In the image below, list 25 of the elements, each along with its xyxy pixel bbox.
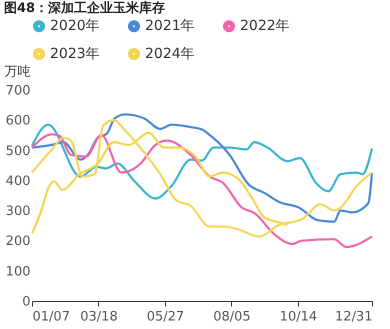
x-tick-label: 10/14 <box>280 310 318 324</box>
chart-title: 图48：深加工企业玉米库存 <box>4 0 166 16</box>
y-tick-label: 0 <box>22 294 30 310</box>
y-axis-title: 万吨 <box>4 64 30 80</box>
y-tick-label: 700 <box>6 84 30 98</box>
x-tick-label: 03/18 <box>80 310 118 324</box>
y-tick-label: 600 <box>6 114 30 129</box>
y-tick-label: 100 <box>6 264 30 280</box>
line-series <box>30 133 374 248</box>
legend-label: 2023年 <box>50 46 100 62</box>
y-tick-label: 400 <box>6 174 30 189</box>
line-series <box>30 119 374 238</box>
y-tick-label: 300 <box>6 204 30 220</box>
y-tick-label: 200 <box>6 234 30 250</box>
legend-label: 2020年 <box>50 18 100 34</box>
x-tick-label: 12/31 <box>335 310 372 324</box>
line-series <box>30 113 374 223</box>
y-tick-label: 500 <box>6 144 30 159</box>
x-tick-label: 05/27 <box>146 310 184 324</box>
x-tick-label: 01/07 <box>32 310 70 324</box>
legend-label: 2024年 <box>145 46 195 62</box>
line-series <box>30 124 374 200</box>
legend-label: 2022年 <box>240 18 290 34</box>
legend-label: 2021年 <box>145 18 195 34</box>
x-tick-label: 08/05 <box>213 310 251 324</box>
